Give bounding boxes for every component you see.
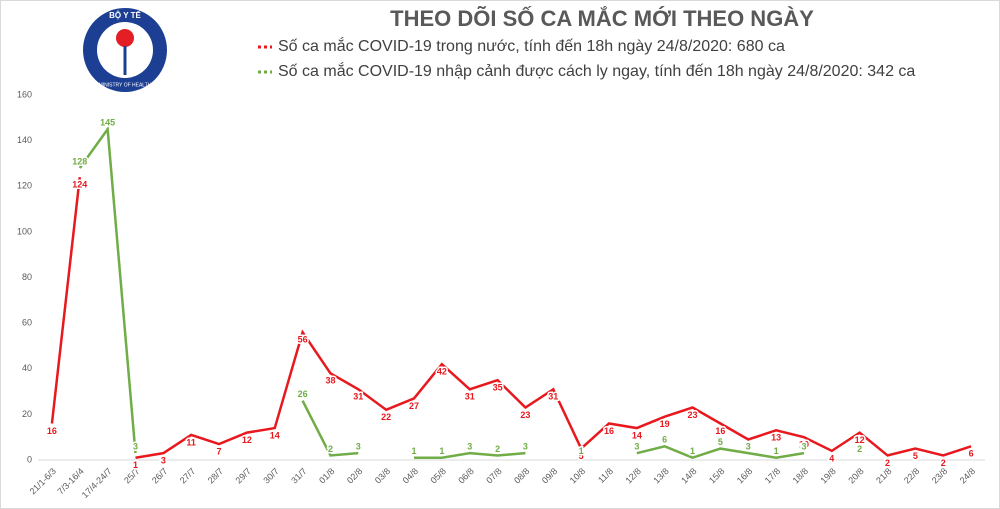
series-line bbox=[50, 176, 972, 459]
data-label: 5 bbox=[579, 451, 584, 461]
data-label: 42 bbox=[437, 367, 447, 377]
data-label: 3 bbox=[467, 442, 472, 452]
y-tick-label: 160 bbox=[17, 89, 32, 99]
y-tick-label: 100 bbox=[17, 226, 32, 236]
logo: BỘ Y TẾ MINISTRY OF HEALTH bbox=[83, 8, 167, 92]
data-label: 19 bbox=[660, 419, 670, 429]
data-label: 128 bbox=[72, 156, 87, 166]
y-tick-label: 80 bbox=[22, 272, 32, 282]
data-label: 16 bbox=[47, 426, 57, 436]
chart-title: THEO DÕI SỐ CA MẮC MỚI THEO NGÀY bbox=[390, 5, 814, 31]
data-label: 16 bbox=[604, 426, 614, 436]
data-label: 16 bbox=[715, 426, 725, 436]
data-label: 2 bbox=[885, 458, 890, 468]
logo-star bbox=[116, 29, 134, 47]
data-label: 1 bbox=[579, 446, 584, 456]
data-label: 31 bbox=[548, 392, 558, 402]
y-tick-label: 120 bbox=[17, 181, 32, 191]
data-label: 35 bbox=[493, 383, 503, 393]
data-label: 13 bbox=[771, 433, 781, 443]
data-label: 4 bbox=[829, 453, 834, 463]
data-label: 5 bbox=[913, 451, 918, 461]
data-label: 3 bbox=[133, 442, 138, 452]
y-tick-label: 0 bbox=[27, 454, 32, 464]
data-label: 3 bbox=[801, 442, 806, 452]
data-label: 56 bbox=[298, 335, 308, 345]
data-label: 1 bbox=[690, 446, 695, 456]
data-label: 31 bbox=[465, 392, 475, 402]
data-label: 9 bbox=[746, 442, 751, 452]
data-label: 27 bbox=[409, 401, 419, 411]
data-label: 145 bbox=[100, 118, 115, 128]
data-label: 7 bbox=[217, 446, 222, 456]
data-label: 6 bbox=[969, 449, 974, 459]
data-label: 2 bbox=[857, 444, 862, 454]
data-label: 23 bbox=[688, 410, 698, 420]
data-label: 6 bbox=[662, 435, 667, 445]
data-label: 1 bbox=[439, 446, 444, 456]
data-label: 1 bbox=[133, 460, 138, 470]
data-label: 2 bbox=[328, 444, 333, 454]
y-tick-label: 20 bbox=[22, 409, 32, 419]
data-label: 3 bbox=[161, 456, 166, 466]
data-label: 3 bbox=[746, 442, 751, 452]
legend-label: Số ca mắc COVID-19 nhập cảnh được cách l… bbox=[278, 61, 915, 80]
data-label: 2 bbox=[941, 458, 946, 468]
data-label: 12 bbox=[242, 435, 252, 445]
y-tick-label: 140 bbox=[17, 135, 32, 145]
y-tick-label: 60 bbox=[22, 318, 32, 328]
data-label: 22 bbox=[381, 412, 391, 422]
logo-bottom-text: MINISTRY OF HEALTH bbox=[99, 82, 152, 88]
data-label: 1 bbox=[412, 446, 417, 456]
data-label: 124 bbox=[72, 180, 87, 190]
data-label: 3 bbox=[356, 442, 361, 452]
data-label: 1 bbox=[774, 446, 779, 456]
data-label: 3 bbox=[634, 442, 639, 452]
data-label: 2 bbox=[495, 444, 500, 454]
data-label: 31 bbox=[353, 392, 363, 402]
data-label: 5 bbox=[718, 437, 723, 447]
data-label: 26 bbox=[298, 389, 308, 399]
y-tick-label: 40 bbox=[22, 363, 32, 373]
data-label: 38 bbox=[325, 376, 335, 386]
legend-label: Số ca mắc COVID-19 trong nước, tính đến … bbox=[278, 36, 785, 55]
data-label: 14 bbox=[632, 430, 642, 440]
data-label: 3 bbox=[523, 442, 528, 452]
logo-top-text: BỘ Y TẾ bbox=[109, 10, 141, 20]
data-label: 14 bbox=[270, 430, 280, 440]
data-label: 10 bbox=[799, 440, 809, 450]
data-label: 23 bbox=[520, 410, 530, 420]
data-label: 11 bbox=[186, 437, 196, 447]
data-label: 12 bbox=[855, 435, 865, 445]
